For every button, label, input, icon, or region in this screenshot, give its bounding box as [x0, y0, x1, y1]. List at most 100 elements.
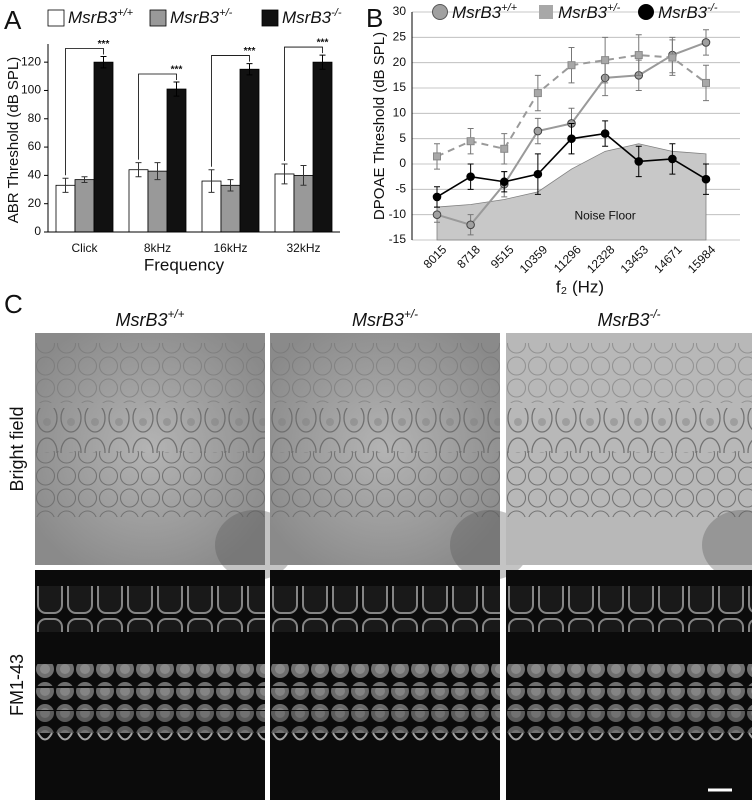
bar: [147, 170, 168, 233]
micrograph: [506, 333, 752, 580]
bar: [239, 68, 260, 233]
marker: [433, 152, 441, 161]
bar: [93, 61, 114, 233]
marker: [499, 177, 509, 187]
x-tick-label: 16kHz: [213, 241, 247, 255]
marker: [432, 192, 442, 202]
legend-swatch: [47, 9, 65, 27]
legend-swatch: [261, 9, 279, 27]
ohc-row: [270, 688, 500, 710]
bar: [166, 88, 187, 233]
marker: [634, 157, 644, 166]
image-texture: [506, 343, 752, 403]
bar: [74, 179, 95, 233]
y-tick-label: 60: [28, 139, 42, 153]
legend-label: MsrB3+/+: [68, 7, 134, 28]
x-tick-label: 8718: [454, 242, 483, 271]
legend-label: MsrB3+/-: [558, 2, 621, 23]
ohc-row: [270, 711, 500, 733]
x-axis-label: f₂ (Hz): [556, 277, 604, 296]
panel-label: C: [4, 289, 23, 319]
y-tick-label: 5: [399, 131, 406, 145]
ohc-row: [506, 664, 752, 686]
y-tick-label: 100: [21, 83, 41, 97]
marker: [466, 172, 475, 181]
marker: [533, 89, 542, 98]
ohc-row: [506, 451, 752, 517]
ohc-row: [270, 451, 500, 517]
error-bar: [135, 162, 142, 178]
column-label: MsrB3+/+: [116, 308, 185, 330]
marker: [567, 61, 576, 70]
marker: [432, 210, 442, 219]
ohc-row: [270, 664, 500, 686]
ohc-row: [506, 688, 752, 710]
marker: [567, 134, 576, 143]
y-tick-label: 0: [34, 224, 41, 238]
y-tick-label: -10: [389, 207, 407, 221]
column-label: MsrB3-/-: [597, 308, 660, 330]
x-tick-label: 32kHz: [286, 241, 320, 255]
area-label: Noise Floor: [574, 208, 635, 222]
y-tick-label: -15: [389, 232, 407, 246]
stereocilia-row: [35, 730, 265, 746]
marker: [500, 144, 509, 153]
marker: [701, 174, 711, 184]
micrograph: [35, 333, 295, 580]
ihc-row: [35, 586, 265, 632]
significance-bracket: [211, 55, 250, 167]
micrograph: [506, 570, 752, 800]
y-tick-label: 80: [28, 111, 42, 125]
x-tick-label: Click: [72, 241, 99, 255]
legend-label: MsrB3+/-: [170, 7, 233, 28]
y-tick-label: 0: [399, 156, 406, 170]
error-bar: [81, 176, 88, 183]
significance-bracket: [284, 46, 323, 162]
significance-label: ***: [171, 65, 183, 76]
y-tick-label: 20: [393, 55, 407, 69]
legend-marker: [638, 4, 654, 20]
panel-label: B: [366, 3, 383, 33]
image-grid: [35, 333, 752, 800]
bar: [128, 169, 149, 233]
ihc-row: [270, 586, 500, 632]
ohc-row: [35, 688, 265, 710]
y-axis-label: ABR Threshold (dB SPL): [5, 57, 22, 223]
legend-label: MsrB3-/-: [658, 2, 718, 23]
image-texture: [35, 343, 265, 403]
ihc-row: [506, 586, 752, 632]
error-bar: [281, 163, 288, 185]
panel-label: A: [4, 5, 22, 35]
micrograph: [270, 570, 500, 800]
marker: [466, 137, 475, 146]
y-tick-label: 10: [393, 106, 407, 120]
ihc-row: [270, 408, 500, 453]
ohc-row: [35, 451, 265, 517]
ihc-row: [506, 408, 752, 453]
y-tick-label: 40: [28, 168, 42, 182]
legend-marker: [539, 5, 553, 19]
x-tick-label: 11296: [551, 242, 584, 275]
error-bar: [62, 177, 69, 193]
marker: [601, 56, 610, 65]
error-bar: [246, 63, 253, 76]
marker: [466, 220, 475, 230]
significance-bracket: [65, 48, 104, 176]
ohc-row: [35, 711, 265, 733]
error-bar: [208, 169, 215, 193]
marker: [533, 126, 543, 136]
row-label: FM1-43: [7, 654, 27, 716]
marker: [533, 169, 543, 179]
x-tick-label: 12328: [584, 242, 618, 276]
legend-label: MsrB3-/-: [282, 7, 342, 28]
x-tick-label: 14671: [651, 242, 685, 276]
marker: [600, 129, 610, 138]
y-axis-label: DPOAE Threshold (dB SPL): [371, 32, 388, 220]
legend-swatch: [149, 9, 167, 27]
significance-label: ***: [244, 46, 256, 57]
ohc-row: [35, 664, 265, 686]
bar: [220, 184, 241, 233]
x-tick-label: 8015: [421, 242, 450, 271]
y-tick-label: 30: [393, 4, 407, 18]
